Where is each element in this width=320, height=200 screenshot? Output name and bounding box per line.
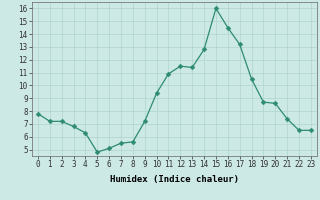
- X-axis label: Humidex (Indice chaleur): Humidex (Indice chaleur): [110, 175, 239, 184]
